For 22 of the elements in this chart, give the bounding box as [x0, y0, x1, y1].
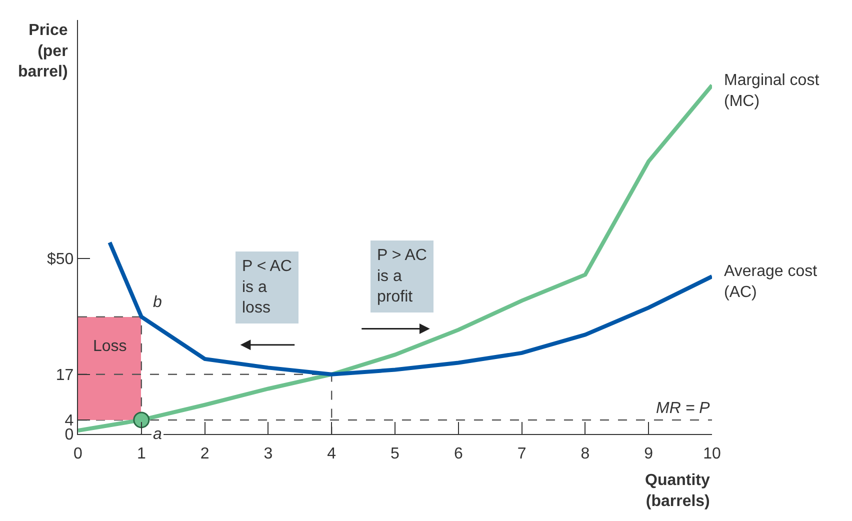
series-label: Average cost (AC) [724, 263, 818, 301]
annotation: Loss [93, 338, 127, 355]
x-tick-label: 10 [703, 445, 721, 462]
x-tick-label: 2 [200, 445, 210, 462]
annotation: P > AC is a profit [377, 247, 427, 306]
series-label: Marginal cost (MC) [724, 72, 820, 110]
x-tick-label: 8 [580, 445, 590, 462]
x-tick-label: 3 [264, 445, 273, 462]
annotation: a [153, 426, 162, 443]
y-tick-label: $50 [46, 251, 74, 268]
annotation: P < AC is a loss [242, 258, 292, 317]
x-axis-title: Quantity (barrels) [645, 472, 710, 510]
x-tick-label: 6 [454, 445, 463, 462]
x-tick-label: 7 [517, 445, 526, 462]
x-tick-label: 5 [390, 445, 400, 462]
x-tick-label: 1 [136, 445, 146, 462]
annotation: b [153, 294, 162, 311]
y-axis-title: Price (per barrel) [18, 22, 68, 81]
x-tick-label: 4 [327, 445, 336, 462]
ref-line-label: MR = P [656, 400, 710, 417]
x-tick-label: 9 [644, 445, 654, 462]
y-tick-label: 17 [56, 366, 74, 384]
